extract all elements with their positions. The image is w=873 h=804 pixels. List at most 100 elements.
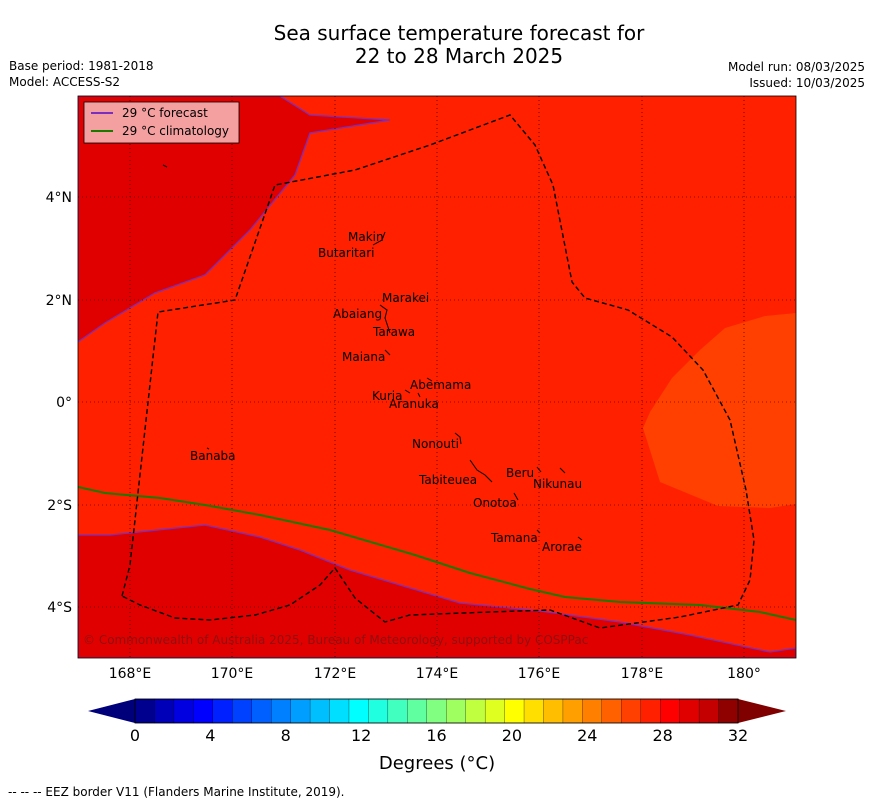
island-label: Nikunau [533,477,582,491]
lat-tick: 2°N [46,293,72,309]
lat-tick: 0° [56,395,72,411]
island-label: Banaba [190,449,236,463]
legend-forecast-label: 29 °C forecast [122,106,208,120]
sst-fill-29-north [78,96,391,343]
colorbar-cell [271,698,292,724]
title-line-1: Sea surface temperature forecast for [273,21,645,45]
island-label: Nonouti [412,437,459,451]
colorbar-cell [640,698,661,724]
island-label: Kuria [372,389,403,403]
legend-box [83,101,240,144]
colorbar-cell [543,698,564,724]
map-legend: 29 °C forecast 29 °C climatology [83,101,240,144]
colorbar-cell [212,698,233,724]
lon-tick: 180° [727,666,761,682]
colorbar-cell [523,698,545,724]
colorbar-cell [193,698,214,724]
lon-tick: 176°E [518,666,561,682]
colorbar-cell [660,698,681,724]
colorbar-tick: 24 [577,726,597,745]
colorbar-cell [348,698,370,724]
colorbar-cell [407,698,428,724]
colorbar-under-arrow [88,699,135,723]
lon-tick: 170°E [211,666,254,682]
eez-border [121,114,755,629]
eez-footnote: -- -- -- EEZ border V11 (Flanders Marine… [8,785,345,799]
colorbar-cell [329,698,350,724]
colorbar-cell [562,698,584,724]
colorbar-tick-labels: 0 4 8 12 16 20 24 28 32 [130,726,748,745]
colorbar-tick: 32 [728,726,748,745]
colorbar-cell [387,698,408,724]
island-label: Arorae [542,540,582,554]
colorbar-cell [134,698,156,724]
island-label: Abaiang [333,307,382,321]
title-line-2: 22 to 28 March 2025 [354,44,564,68]
island-label: Tarawa [372,325,415,339]
colorbar-over-arrow [738,699,786,723]
model-text: Model: ACCESS-S2 [9,75,121,89]
lat-tick: 4°S [47,600,72,616]
colorbar-tick: 12 [351,726,371,745]
issued-text: Issued: 10/03/2025 [749,76,865,90]
colorbar-cell [232,698,253,724]
colorbar-tick: 28 [652,726,672,745]
colorbar-frame [134,698,739,724]
colorbar-cell [368,698,389,724]
lat-tick: 4°N [46,190,72,206]
lon-tick: 168°E [109,666,152,682]
lon-tick: 172°E [314,666,357,682]
colorbar-tick: 8 [281,726,291,745]
island-label: Tamana [490,531,538,545]
island-label: Beru [506,466,534,480]
colorbar-cell [484,698,506,724]
colorbar-cell [601,698,622,724]
map-title: Sea surface temperature forecast for 22 … [0,22,873,68]
colorbar-label: Degrees (°C) [379,753,495,774]
model-run-text: Model run: 08/03/2025 [727,60,865,74]
island-label: Tabiteuea [418,473,477,487]
island-label: Butaritari [318,246,375,260]
sst-fill-29-south [78,524,796,658]
base-period-text: Base period: 1981-2018 [9,59,154,73]
colorbar-tick: 20 [502,726,522,745]
colorbar-cell [251,698,272,724]
colorbar-tick: 16 [426,726,446,745]
island-shapes [162,164,583,541]
map-frame [77,95,797,659]
lon-tick: 174°E [416,666,459,682]
island-label: Maiana [342,350,385,364]
colorbar-cell [446,698,467,724]
colorbar-cell [465,698,486,724]
island-label: Abemama [410,378,471,392]
island-label: Onotoa [473,496,517,510]
base-info: Base period: 1981-2018 Model: ACCESS-S2 [9,58,154,90]
sst-field: Makin Butaritari Marakei Abaiang Tarawa … [78,96,796,658]
colorbar-cell [154,698,175,724]
colorbar-cell [504,698,525,724]
colorbar-cell [426,698,447,724]
colorbar-cells [134,698,739,724]
colorbar-cell [621,698,642,724]
climatology-29c-line [78,486,796,621]
island-labels: Makin Butaritari Marakei Abaiang Tarawa … [190,230,582,554]
colorbar: 0 4 8 12 16 20 24 28 32 Degrees (°C) [88,698,786,774]
lat-tick-labels: 4°N 2°N 0° 2°S 4°S [46,190,73,616]
colorbar-tick: 4 [205,726,215,745]
colorbar-cell [698,698,720,724]
lat-tick: 2°S [47,498,72,514]
island-label: Aranuka [389,397,439,411]
copyright-text: © Commonwealth of Australia 2025, Bureau… [83,633,588,647]
colorbar-cell [679,698,700,724]
island-label: Marakei [382,291,429,305]
colorbar-cell [582,698,603,724]
grid-lines [78,96,796,658]
lon-tick-labels: 168°E 170°E 172°E 174°E 176°E 178°E 180° [109,666,761,682]
island-label: Makin [348,230,384,244]
colorbar-cell [173,698,195,724]
legend-climatology-label: 29 °C climatology [122,124,229,138]
colorbar-tick: 0 [130,726,140,745]
run-info: Model run: 08/03/2025 Issued: 10/03/2025 [728,59,865,91]
colorbar-cell [290,698,311,724]
